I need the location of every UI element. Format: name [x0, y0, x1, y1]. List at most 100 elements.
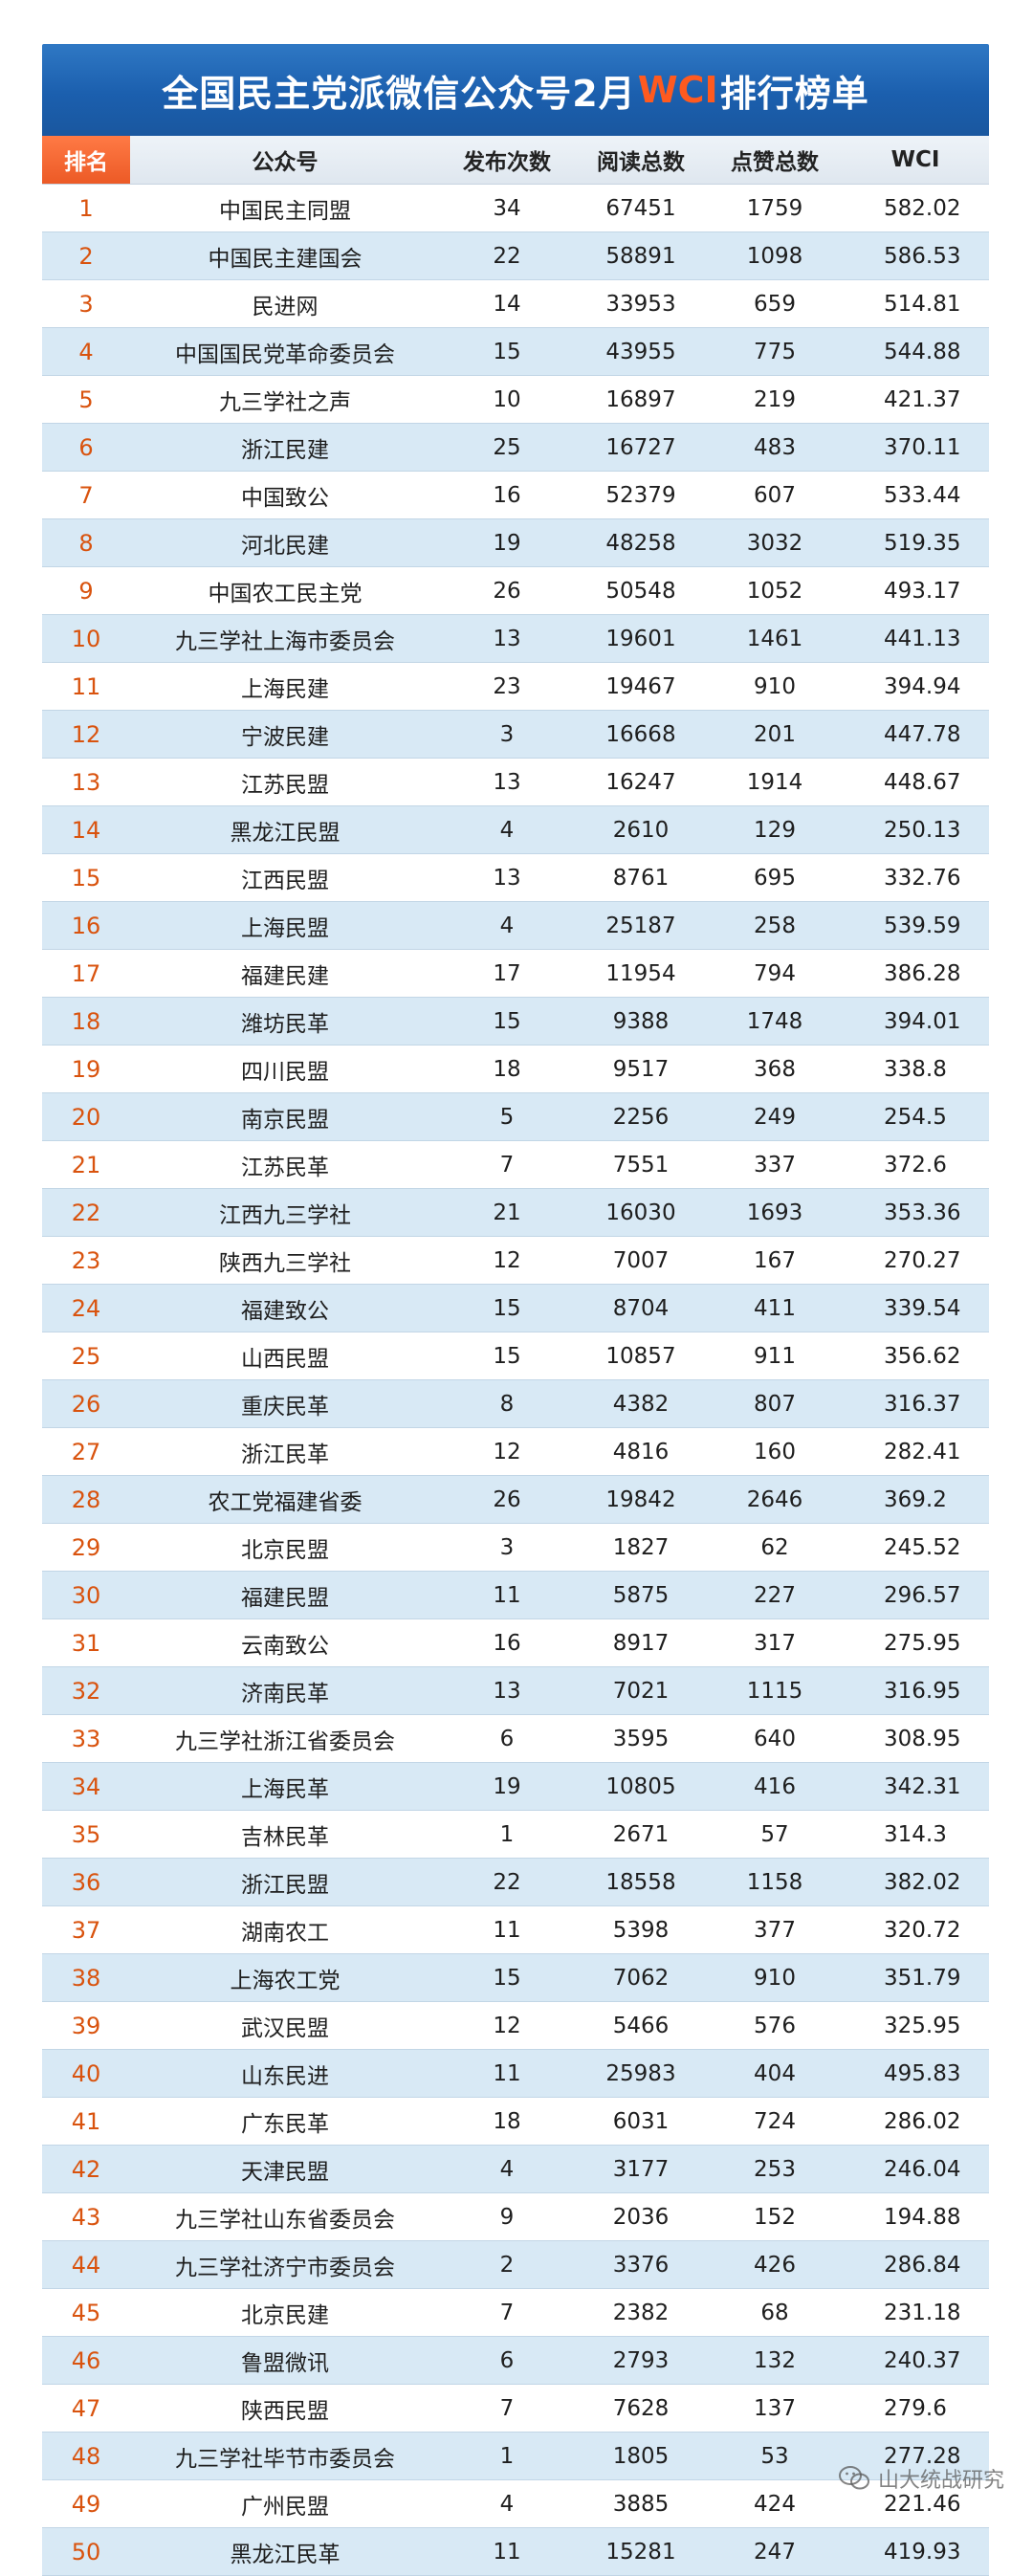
cell-name: 浙江民革	[241, 1442, 329, 1467]
cell-rank: 48	[71, 2442, 101, 2470]
cell-wci: 539.59	[884, 913, 961, 938]
cell-publish: 18	[493, 2108, 521, 2134]
cell-publish: 9	[499, 2204, 515, 2230]
cell-wci: 421.37	[884, 386, 961, 412]
cell-name: 浙江民建	[241, 437, 329, 463]
table-row: 7 中国致公 16 52379 607 533.44	[42, 472, 989, 519]
cell-name: 中国农工民主党	[208, 581, 363, 606]
cell-likes: 249	[754, 1104, 796, 1130]
header-wci: WCI	[890, 147, 940, 172]
cell-reads: 16897	[605, 386, 676, 412]
cell-name: 河北民建	[241, 533, 329, 559]
cell-name: 鲁盟微讯	[241, 2350, 329, 2376]
cell-reads: 19601	[605, 626, 676, 651]
cell-name: 九三学社毕节市委员会	[175, 2446, 395, 2472]
cell-rank: 20	[71, 1103, 101, 1131]
cell-name: 福建民盟	[241, 1585, 329, 1611]
cell-wci: 308.95	[884, 1726, 961, 1751]
cell-rank: 11	[71, 672, 101, 700]
cell-reads: 10805	[605, 1773, 676, 1799]
title-text-after: 排行榜单	[719, 72, 869, 115]
cell-wci: 369.2	[884, 1486, 947, 1512]
cell-publish: 15	[493, 1343, 521, 1369]
wechat-icon	[838, 2466, 869, 2490]
cell-publish: 6	[499, 1726, 515, 1751]
cell-publish: 1	[499, 1821, 515, 1847]
table-row: 46 鲁盟微讯 6 2793 132 240.37	[42, 2337, 989, 2385]
header-reads: 阅读总数	[597, 150, 685, 175]
table-row: 26 重庆民革 8 4382 807 316.37	[42, 1380, 989, 1428]
cell-reads: 3595	[612, 1726, 670, 1751]
cell-name: 江西九三学社	[219, 1202, 351, 1228]
cell-publish: 15	[493, 339, 521, 364]
cell-name: 广东民革	[241, 2111, 329, 2137]
table-row: 32 济南民革 13 7021 1115 316.95	[42, 1667, 989, 1715]
table-row: 42 天津民盟 4 3177 253 246.04	[42, 2146, 989, 2193]
cell-name: 九三学社济宁市委员会	[175, 2255, 395, 2280]
watermark: 山大统战研究	[838, 2463, 1004, 2494]
cell-name: 广州民盟	[241, 2494, 329, 2520]
cell-publish: 8	[499, 1391, 515, 1417]
cell-wci: 582.02	[884, 195, 961, 221]
table-row: 31 云南致公 16 8917 317 275.95	[42, 1619, 989, 1667]
table-row: 48 九三学社毕节市委员会 1 1805 53 277.28	[42, 2433, 989, 2480]
cell-reads: 4816	[612, 1439, 670, 1464]
cell-reads: 1805	[612, 2443, 670, 2469]
cell-likes: 219	[754, 386, 796, 412]
cell-likes: 129	[754, 817, 796, 843]
cell-name: 九三学社上海市委员会	[175, 628, 395, 654]
cell-name: 福建民建	[241, 963, 329, 989]
cell-reads: 33953	[605, 291, 676, 317]
cell-wci: 332.76	[884, 865, 961, 891]
cell-likes: 160	[754, 1439, 796, 1464]
cell-likes: 53	[760, 2443, 789, 2469]
cell-reads: 10857	[605, 1343, 676, 1369]
cell-reads: 5466	[612, 2013, 670, 2038]
cell-reads: 25983	[605, 2060, 676, 2086]
page-title: 全国民主党派微信公众号2月 WCI 排行榜单	[42, 44, 989, 136]
cell-rank: 41	[71, 2107, 101, 2135]
cell-rank: 18	[71, 1007, 101, 1035]
cell-publish: 15	[493, 1295, 521, 1321]
cell-name: 南京民盟	[241, 1107, 329, 1133]
cell-likes: 337	[754, 1152, 796, 1178]
table-row: 50 黑龙江民革 11 15281 247 419.93	[42, 2528, 989, 2576]
cell-reads: 1827	[612, 1534, 670, 1560]
cell-publish: 6	[499, 2347, 515, 2373]
cell-likes: 1914	[746, 769, 803, 795]
cell-rank: 24	[71, 1294, 101, 1322]
cell-reads: 7628	[612, 2395, 670, 2421]
cell-publish: 22	[493, 243, 521, 269]
cell-wci: 353.36	[884, 1200, 961, 1225]
cell-publish: 13	[493, 769, 521, 795]
cell-wci: 339.54	[884, 1295, 961, 1321]
table-row: 39 武汉民盟 12 5466 576 325.95	[42, 2002, 989, 2050]
table-row: 6 浙江民建 25 16727 483 370.11	[42, 424, 989, 472]
cell-reads: 58891	[605, 243, 676, 269]
cell-wci: 394.01	[884, 1008, 961, 1034]
cell-wci: 270.27	[884, 1247, 961, 1273]
cell-name: 中国致公	[241, 485, 329, 511]
cell-publish: 18	[493, 1056, 521, 1082]
cell-name: 天津民盟	[241, 2159, 329, 2185]
cell-reads: 7062	[612, 1965, 670, 1991]
cell-publish: 4	[499, 817, 515, 843]
cell-wci: 342.31	[884, 1773, 961, 1799]
cell-likes: 695	[754, 865, 796, 891]
cell-reads: 16030	[605, 1200, 676, 1225]
table-row: 38 上海农工党 15 7062 910 351.79	[42, 1954, 989, 2002]
cell-name: 中国国民党革命委员会	[175, 341, 395, 367]
cell-reads: 16727	[605, 434, 676, 460]
cell-publish: 19	[493, 1773, 521, 1799]
cell-name: 湖南农工	[241, 1920, 329, 1946]
cell-reads: 5398	[612, 1917, 670, 1943]
cell-likes: 152	[754, 2204, 796, 2230]
table-row: 13 江苏民盟 13 16247 1914 448.67	[42, 759, 989, 806]
cell-likes: 910	[754, 1965, 796, 1991]
cell-wci: 275.95	[884, 1630, 961, 1656]
cell-wci: 279.6	[884, 2395, 947, 2421]
cell-rank: 30	[71, 1581, 101, 1609]
cell-publish: 12	[493, 1247, 521, 1273]
table-row: 33 九三学社浙江省委员会 6 3595 640 308.95	[42, 1715, 989, 1763]
cell-reads: 9388	[612, 1008, 670, 1034]
